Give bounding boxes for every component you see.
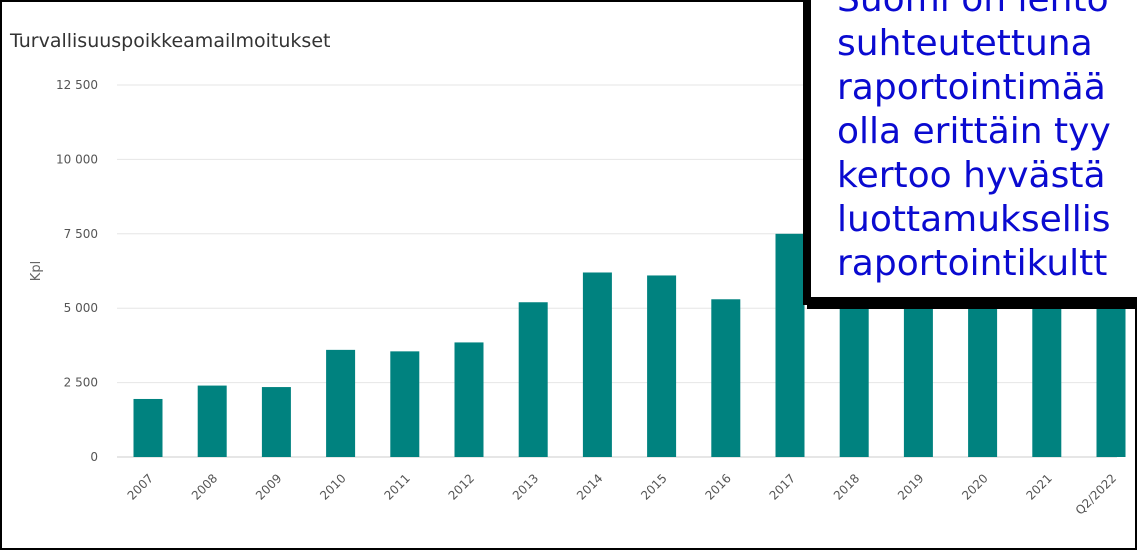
y-axis-label: Kpl <box>29 261 44 281</box>
y-tick-label: 0 <box>90 450 98 464</box>
bar <box>711 299 741 457</box>
bar <box>133 398 163 457</box>
callout-line: suhteutettuna <box>837 23 1093 64</box>
callout-line: Suomi on lento <box>837 0 1137 22</box>
callout-line: kertoo hyvästä <box>837 155 1106 196</box>
bar <box>582 272 612 457</box>
x-tick-label: 2017 <box>767 471 798 502</box>
callout-line: olla erittäin tyy <box>837 111 1111 152</box>
x-tick-label: 2016 <box>702 471 733 502</box>
bar <box>197 385 227 457</box>
callout-box: Suomi on lento suhteutettuna raportointi… <box>803 0 1137 305</box>
bar <box>454 342 484 457</box>
chart-title: Turvallisuuspoikkeamailmoitukset <box>10 30 331 52</box>
x-tick-label: 2019 <box>895 471 926 502</box>
x-tick-label: 2020 <box>959 471 990 502</box>
y-tick-label: 7 500 <box>64 227 98 241</box>
callout-line: luottamuksellis <box>837 199 1111 240</box>
x-tick-label: 2011 <box>381 471 412 502</box>
bar <box>775 233 805 457</box>
bar <box>261 387 291 457</box>
y-tick-label: 10 000 <box>56 152 98 166</box>
x-tick-label: 2009 <box>253 471 284 502</box>
x-tick-label: 2015 <box>638 471 669 502</box>
x-tick-label: 2007 <box>125 471 156 502</box>
bar <box>326 349 356 457</box>
y-tick-label: 5 000 <box>64 301 98 315</box>
bar <box>390 351 420 457</box>
bar <box>647 275 677 457</box>
x-tick-label: 2010 <box>317 471 348 502</box>
x-tick-label: 2008 <box>189 471 220 502</box>
x-tick-label: 2021 <box>1023 471 1054 502</box>
bar <box>518 302 548 457</box>
x-tick-label: 2014 <box>574 471 605 502</box>
y-tick-label: 2 500 <box>64 376 98 390</box>
x-tick-label: 2018 <box>831 471 862 502</box>
x-tick-label: 2013 <box>510 471 541 502</box>
y-tick-label: 12 500 <box>56 78 98 92</box>
callout-line: raportointimää <box>837 67 1106 108</box>
callout-line: raportointikultt <box>837 243 1108 284</box>
x-tick-label: 2012 <box>446 471 477 502</box>
x-tick-label: Q2/2022 <box>1073 471 1119 517</box>
